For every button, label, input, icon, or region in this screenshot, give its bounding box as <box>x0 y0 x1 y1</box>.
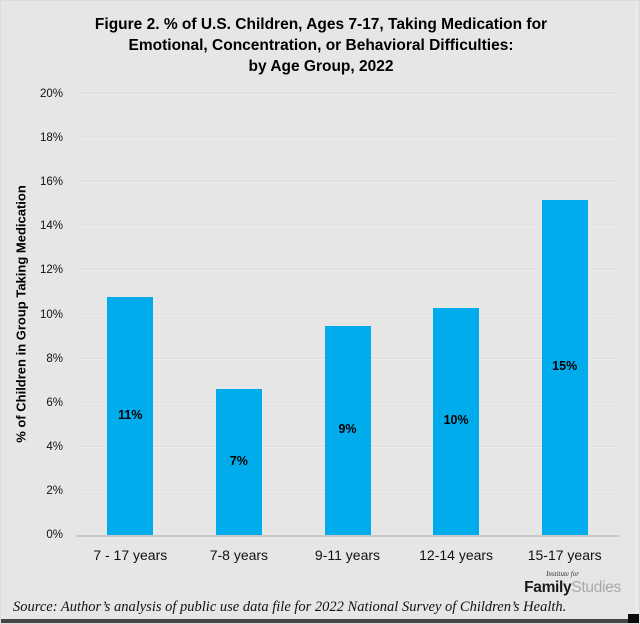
bottom-window-edge <box>1 619 639 623</box>
gridline-20 <box>76 93 619 95</box>
y-tick-label-2: 2% <box>46 484 63 497</box>
y-tick-label-4: 4% <box>46 440 63 453</box>
chart-title-line-3: by Age Group, 2022 <box>248 58 394 75</box>
bar-9-11-years <box>324 325 371 535</box>
ifs-logo: Institute for FamilyStudies <box>524 571 621 596</box>
source-note: Source: Author’s analysis of public use … <box>13 599 567 615</box>
y-tick-label-16: 16% <box>39 176 63 189</box>
bar-value-label-12-14-years: 10% <box>443 413 469 428</box>
logo-family-text: Family <box>524 579 572 596</box>
gridline-18 <box>76 137 619 140</box>
y-tick-label-10: 10% <box>39 308 63 321</box>
y-tick-label-18: 18% <box>39 132 63 145</box>
x-axis-line <box>76 535 619 537</box>
y-tick-label-8: 8% <box>46 352 63 365</box>
bottom-corner-mark <box>628 614 639 623</box>
x-tick-label-12-14-years: 12-14 years <box>419 547 494 563</box>
gridline-12 <box>76 269 619 272</box>
y-tick-label-12: 12% <box>39 264 63 277</box>
x-tick-label-9-11-years: 9-11 years <box>314 547 381 563</box>
y-tick-label-20: 20% <box>39 88 63 100</box>
bar-7-8-years <box>215 389 262 535</box>
y-tick-label-14: 14% <box>39 220 63 233</box>
y-tick-label-6: 6% <box>46 396 63 409</box>
chart-title-line-1: Figure 2. % of U.S. Children, Ages 7-17,… <box>94 16 548 33</box>
bar-value-label-7-17-years: 11% <box>118 407 143 422</box>
bar-7-17-years <box>107 296 154 535</box>
gridline-10 <box>76 313 619 316</box>
gridline-14 <box>76 225 619 228</box>
bar-value-label-7-8-years: 7% <box>229 454 248 469</box>
gridline-16 <box>76 181 619 184</box>
logo-institute-for-text: Institute for <box>546 570 579 578</box>
chart-title-line-2: Emotional, Concentration, or Behavioral … <box>128 37 514 54</box>
bar-value-label-15-17-years: 15% <box>552 359 578 374</box>
y-tick-label-0: 0% <box>46 529 63 541</box>
x-tick-label-15-17-years: 15-17 years <box>527 547 602 563</box>
chart-frame-edge <box>636 1 637 623</box>
bar-15-17-years <box>541 199 588 535</box>
bar-12-14-years <box>433 307 480 535</box>
x-tick-label-7-17-years: 7 - 17 years <box>93 547 168 563</box>
chart-title: Figure 2. % of U.S. Children, Ages 7-17,… <box>1 14 639 77</box>
logo-studies-text: Studies <box>571 579 621 596</box>
x-tick-label-7-8-years: 7-8 years <box>209 547 269 563</box>
bar-value-label-9-11-years: 9% <box>338 422 357 437</box>
